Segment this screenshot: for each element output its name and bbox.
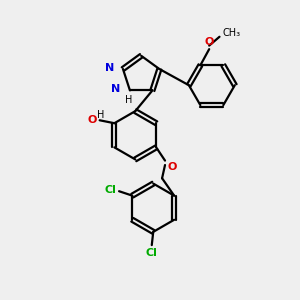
Text: O: O xyxy=(205,37,214,47)
Text: H: H xyxy=(97,110,105,120)
Text: Cl: Cl xyxy=(146,248,158,258)
Text: N: N xyxy=(111,84,121,94)
Text: N: N xyxy=(106,62,115,73)
Text: Cl: Cl xyxy=(104,185,116,195)
Text: CH₃: CH₃ xyxy=(222,28,241,38)
Text: H: H xyxy=(125,95,132,105)
Text: O: O xyxy=(167,162,177,172)
Text: O: O xyxy=(88,115,97,125)
